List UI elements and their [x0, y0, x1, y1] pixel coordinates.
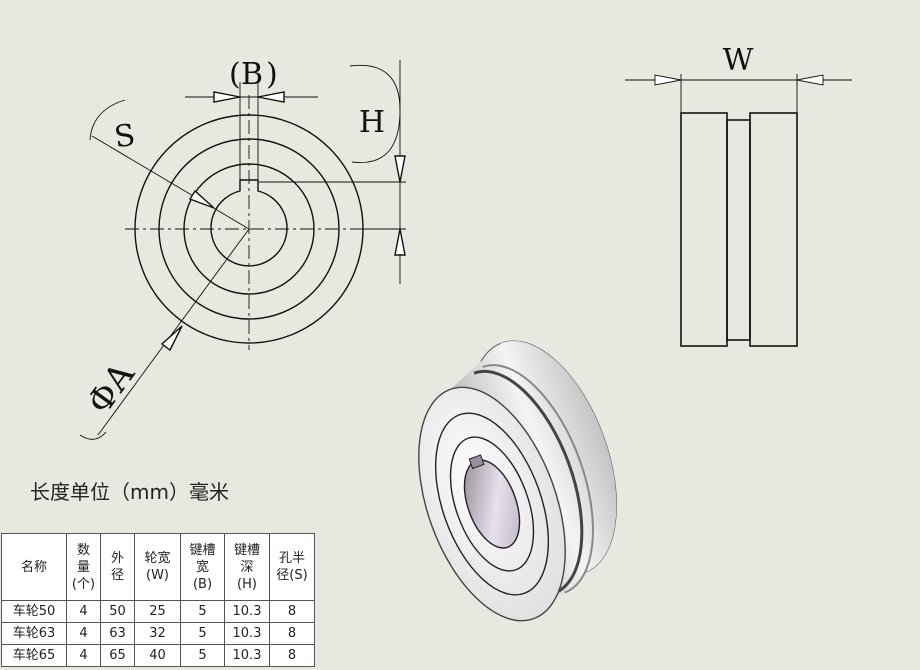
label-b-paren-right: ) — [266, 57, 278, 92]
table-header-text: (H) — [237, 576, 257, 592]
table-cell: 5 — [180, 644, 225, 667]
side-groove-section — [726, 119, 751, 341]
table-row: 车轮65 4 65 40 5 10.3 8 — [1, 644, 315, 667]
spec-table: 名称数量 (个) 外径轮宽 (W) 键槽宽 (B) 键槽深 (H) 孔半 径(S) 车轮50 4 50… — [1, 533, 315, 667]
a-leader-line — [97, 228, 250, 436]
table-cell: 4 — [66, 600, 101, 623]
table-cell: 10.3 — [224, 600, 270, 623]
table-cell: 5 — [180, 600, 225, 623]
iso-groove-band-2 — [482, 364, 594, 594]
unit-note: 长度单位（mm）毫米 — [30, 480, 229, 504]
side-flange-right — [749, 112, 798, 347]
s-leader-line — [91, 135, 250, 230]
table-header-text: 深 — [240, 559, 254, 575]
b-arrow-left — [213, 91, 241, 103]
h-label-arc — [349, 64, 401, 164]
table-header-text: 孔半 — [278, 551, 305, 566]
table-header-row: 名称数量 (个) 外径轮宽 (W) 键槽宽 (B) 键槽深 (H) 孔半 径(S) — [1, 533, 315, 601]
h-arrow-top — [394, 155, 406, 183]
table-cell: 50 — [100, 600, 135, 623]
a-arrow — [160, 325, 183, 352]
table-cell: 32 — [134, 622, 181, 645]
bore-with-keyway — [210, 179, 288, 267]
table-cell: 车轮50 — [1, 600, 67, 623]
table-header-text: 径(S) — [276, 568, 308, 583]
table-cell: 4 — [66, 644, 101, 667]
s-arrow — [188, 189, 215, 209]
label-b-paren-left: ( — [229, 57, 241, 92]
side-view — [625, 74, 852, 347]
table-header-cell: 轮宽 (W) — [134, 533, 181, 601]
s-label-arc — [89, 99, 126, 141]
table-header-cell: 数量 (个) — [66, 533, 101, 601]
table-header-text: 键槽 — [189, 542, 216, 558]
groove-outer-circle — [158, 138, 340, 320]
table-header-cell: 孔半径(S) — [269, 533, 315, 601]
table-body: 车轮50 4 50 25 5 10.3 8 车轮63 4 63 32 5 10.3 8 车轮65 4 65 40 5… — [1, 600, 315, 667]
a-label-arc — [79, 431, 107, 440]
iso-groove-outer-ring — [434, 412, 550, 596]
table-cell: 25 — [134, 600, 181, 623]
table-cell: 10.3 — [224, 644, 270, 667]
table-cell: 8 — [269, 600, 315, 623]
label-h: H — [359, 105, 385, 140]
table-header-text: 键槽 — [233, 542, 260, 558]
front-view — [79, 60, 406, 440]
table-header-text: (W) — [146, 568, 169, 583]
label-s: S — [112, 118, 137, 156]
iso-groove-band — [473, 369, 584, 595]
groove-inner-circle — [183, 163, 315, 295]
table-header-cell: 键槽深 (H) — [224, 533, 270, 601]
side-flange-left — [680, 112, 728, 347]
table-header-text: 外 — [110, 551, 124, 566]
table-cell: 10.3 — [224, 622, 270, 645]
table-cell: 8 — [269, 622, 315, 645]
table-header-text: 名称 — [20, 559, 47, 575]
table-header-cell: 键槽宽 (B) — [180, 533, 225, 601]
label-w: W — [723, 43, 754, 78]
table-cell: 车轮63 — [1, 622, 67, 645]
isometric-view — [418, 340, 617, 622]
table-header-text: 量 — [76, 559, 90, 575]
table-cell: 8 — [269, 644, 315, 667]
iso-groove-inner-ring — [449, 436, 535, 572]
b-arrow-right — [257, 91, 285, 103]
w-arrow-right — [796, 74, 824, 86]
h-arrow-bottom — [394, 228, 406, 256]
table-cell: 车轮65 — [1, 644, 67, 667]
table-header-cell: 名称 — [1, 533, 67, 601]
table-cell: 5 — [180, 622, 225, 645]
table-cell: 40 — [134, 644, 181, 667]
label-phi-a: ΦA — [80, 355, 143, 421]
table-cell: 65 — [100, 644, 135, 667]
table-cell: 63 — [100, 622, 135, 645]
w-arrow-left — [654, 74, 682, 86]
table-header-text: (B) — [192, 576, 213, 592]
table-header-cell: 外径 — [100, 533, 135, 601]
table-row: 车轮63 4 63 32 5 10.3 8 — [1, 622, 315, 645]
table-header-text: 宽 — [195, 559, 209, 575]
label-b: B — [241, 57, 263, 92]
table-header-text: 径 — [110, 568, 124, 583]
table-header-text: 数 — [76, 542, 90, 558]
table-header-text: 轮宽 — [144, 551, 171, 566]
iso-keyway — [468, 454, 485, 470]
table-row: 车轮50 4 50 25 5 10.3 8 — [1, 600, 315, 623]
table-cell: 4 — [66, 622, 101, 645]
table-header-text: (个) — [71, 576, 96, 592]
